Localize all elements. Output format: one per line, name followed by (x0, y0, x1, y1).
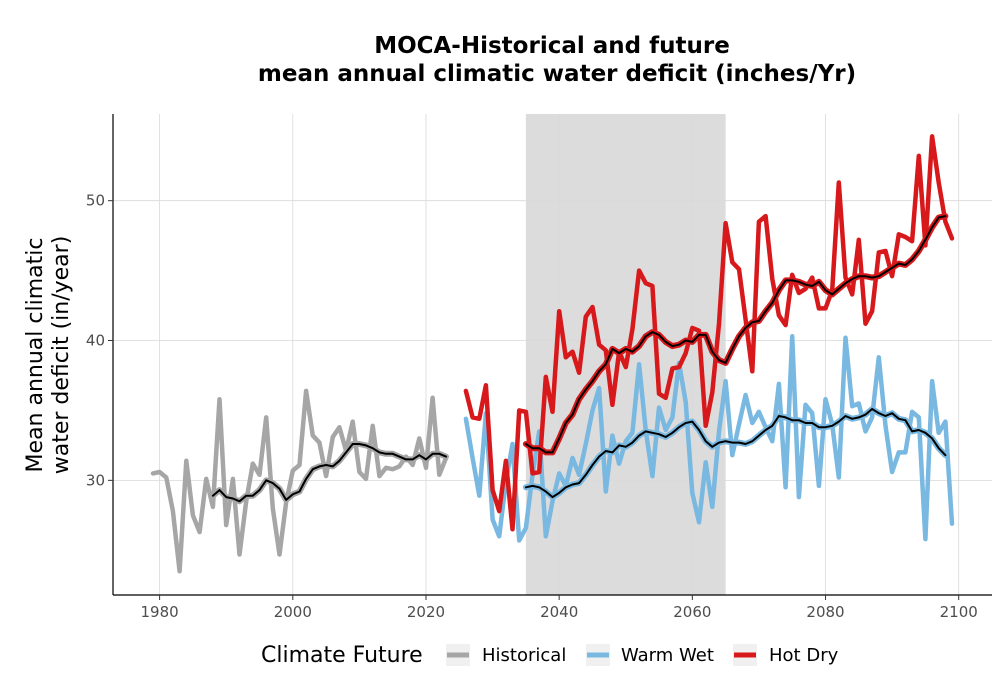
x-tick-label-4: 2060 (673, 603, 711, 621)
x-tick-label-6: 2100 (940, 603, 978, 621)
y-axis-label-line2: water deficit (in/year) (49, 236, 74, 475)
legend-label-hot-dry: Hot Dry (769, 645, 839, 666)
axes: 1980 2000 2020 2040 2060 2080 2100 30 40 50 (86, 114, 992, 621)
chart-title: MOCA-Historical and future (374, 33, 730, 59)
y-axis-label-line1: Mean annual climatic (23, 238, 48, 473)
legend-label-historical: Historical (482, 645, 566, 666)
x-tick-label-1: 2000 (274, 603, 312, 621)
x-tick-label-5: 2080 (806, 603, 844, 621)
x-tick-label-3: 2040 (540, 603, 578, 621)
y-tick-label-2: 50 (86, 192, 105, 210)
y-tick-label-1: 40 (86, 332, 105, 350)
legend-item-warm-wet: Warm Wet (586, 644, 714, 666)
legend-label-warm-wet: Warm Wet (621, 645, 714, 666)
series-lines (150, 134, 955, 574)
series-line-warm-wet-smoothed (524, 408, 947, 499)
x-tick-label-2: 2020 (407, 603, 445, 621)
legend-item-historical: Historical (446, 644, 566, 666)
legend-title: Climate Future (261, 643, 423, 668)
x-tick-label-0: 1980 (141, 603, 179, 621)
legend-item-hot-dry: Hot Dry (733, 644, 839, 666)
chart-subtitle: mean annual climatic water deficit (inch… (258, 61, 856, 87)
series-line-hot-dry-smoothed (524, 215, 947, 454)
series-line-warm-wet (463, 334, 955, 543)
legend: Climate Future Historical Warm Wet Hot D… (261, 643, 839, 668)
series-line-hot-dry (463, 134, 955, 532)
series-line-historical (150, 388, 449, 574)
series-line-historical-smoothed (211, 443, 447, 503)
y-tick-label-0: 30 (86, 471, 105, 489)
